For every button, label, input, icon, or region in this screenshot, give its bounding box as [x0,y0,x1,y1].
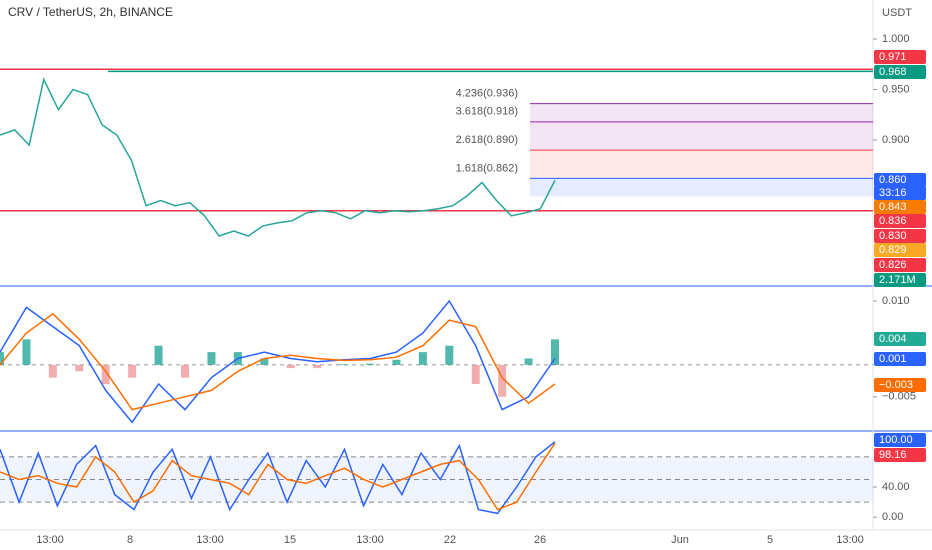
x-tick-label: 13:00 [36,534,64,546]
histogram-bar [418,352,427,365]
price-tag-label: 0.004 [879,333,907,345]
fib-label: 2.618(0.890) [456,134,518,146]
fib-zone [530,150,873,179]
histogram-bar [498,364,507,397]
price-tag [874,229,926,243]
histogram-bar [551,339,559,365]
price-tag-label: 0.971 [879,51,907,63]
histogram-bar [22,339,31,365]
price-tag-label: 0.860 [879,174,907,186]
price-tag-label: 100.00 [879,434,913,446]
x-tick-label: 5 [767,534,773,546]
x-tick-label: 13:00 [196,534,224,546]
histogram-bar [366,363,374,365]
y-tick-label: −0.005 [882,391,916,403]
x-tick-label: 13:00 [356,534,384,546]
price-tag [874,258,926,272]
y-tick-label: 0.900 [882,134,910,146]
y-tick-label: 0.950 [882,83,910,95]
histogram-bar [101,364,110,385]
price-tag [874,186,926,200]
price-tag [874,214,926,228]
price-tag-label: 2.171M [879,274,916,286]
price-tag-label: 0.829 [879,244,907,256]
price-tag [874,448,926,462]
histogram-bar [392,359,401,365]
histogram-bar [260,358,269,365]
price-tag [874,378,926,392]
fib-zone [530,178,873,197]
histogram-bar [471,364,480,385]
histogram-bar [207,352,216,365]
histogram-bar [48,364,57,378]
y-tick-label: 0.00 [882,511,903,523]
x-tick-label: 13:00 [836,534,864,546]
histogram-bar [445,345,454,365]
price-tag-label: 0.826 [879,259,907,271]
price-tag-label: 0.968 [879,66,907,78]
series-line [0,312,556,411]
fib-label: 3.618(0.918) [456,106,518,118]
histogram-bar [286,364,295,369]
price-tag-label: −0.003 [879,379,913,391]
price-tag [874,332,926,346]
x-tick-label: 22 [444,534,456,546]
x-tick-label: 8 [127,534,133,546]
series-line [0,77,556,237]
x-tick-label: 26 [534,534,546,546]
price-tag [874,243,926,257]
series-line [0,442,556,511]
price-tag [874,352,926,366]
x-tick-label: 15 [284,534,296,546]
histogram-bar [0,352,4,365]
x-tick-label: Jun [671,534,689,546]
price-tag [874,433,926,447]
histogram-bar [524,358,533,365]
series-line [0,441,556,515]
price-tag-label: 0.843 [879,201,907,213]
price-tag [874,65,926,79]
fib-label: 1.618(0.862) [456,162,518,174]
price-tag-label: 0.830 [879,230,907,242]
price-tag-label: 33:16 [879,187,907,199]
price-tag-label: 0.001 [879,353,907,365]
histogram-bar [339,364,348,365]
y-tick-label: 40.00 [882,481,910,493]
fib-zone [530,103,873,122]
price-tag [874,173,926,187]
histogram-bar [181,364,189,378]
y-tick-label: 1.000 [882,33,910,45]
currency: USDT [882,7,912,19]
histogram-bar [128,364,137,378]
price-tag-label: 0.836 [879,215,907,227]
chart-title: CRV / TetherUS, 2h, BINANCE [8,5,173,19]
histogram-bar [313,364,322,369]
price-tag [874,273,926,287]
histogram-bar [75,364,84,372]
price-tag [874,50,926,64]
fib-label: 4.236(0.936) [456,88,518,100]
price-tag-label: 98.16 [879,449,907,461]
y-tick-label: 0.010 [882,295,910,307]
price-tag [874,200,926,214]
histogram-bar [154,345,163,365]
fib-zone [530,121,873,151]
